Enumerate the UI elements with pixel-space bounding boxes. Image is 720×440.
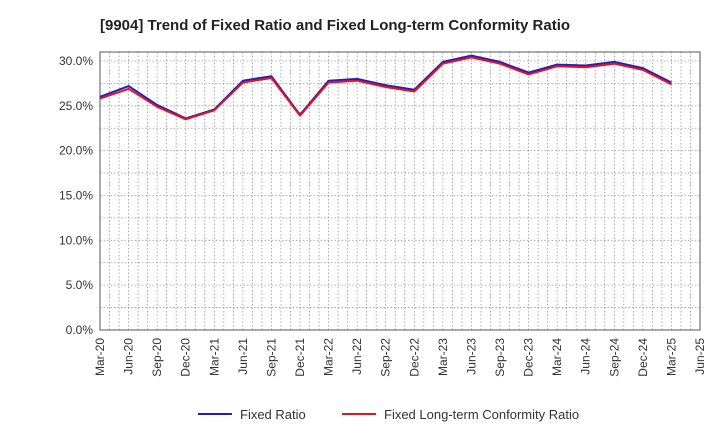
y-tick-label: 25.0% bbox=[59, 99, 93, 113]
y-tick-label: 10.0% bbox=[59, 233, 93, 247]
x-tick-label: Jun-24 bbox=[579, 338, 593, 375]
x-tick-label: Dec-20 bbox=[179, 338, 193, 377]
y-tick-label: 0.0% bbox=[66, 323, 94, 337]
chart-title: [9904] Trend of Fixed Ratio and Fixed Lo… bbox=[100, 17, 570, 34]
x-tick-label: Dec-22 bbox=[407, 338, 421, 377]
x-tick-label: Mar-21 bbox=[207, 338, 221, 376]
plot-border bbox=[99, 51, 701, 331]
x-tick-label: Sep-21 bbox=[264, 338, 278, 377]
x-tick-label: Jun-23 bbox=[464, 338, 478, 375]
x-tick-label: Sep-22 bbox=[379, 338, 393, 377]
legend-label-1: Fixed Ratio bbox=[240, 407, 306, 422]
x-tick-label: Dec-24 bbox=[636, 338, 650, 377]
plot-background bbox=[100, 52, 700, 330]
x-tick-label: Sep-20 bbox=[150, 338, 164, 377]
x-tick-label: Mar-22 bbox=[322, 338, 336, 376]
y-tick-label: 20.0% bbox=[59, 144, 93, 158]
legend: Fixed Ratio Fixed Long-term Conformity Ra… bbox=[198, 407, 579, 422]
x-tick-label: Mar-23 bbox=[436, 338, 450, 376]
y-tick-label: 30.0% bbox=[59, 54, 93, 68]
x-tick-label: Mar-24 bbox=[550, 338, 564, 376]
x-tick-label: Sep-24 bbox=[607, 338, 621, 377]
x-tick-label: Jun-21 bbox=[236, 338, 250, 375]
y-tick-label: 15.0% bbox=[59, 188, 93, 202]
x-tick-label: Jun-25 bbox=[693, 338, 707, 375]
x-tick-label: Mar-25 bbox=[664, 338, 678, 376]
x-tick-label: Mar-20 bbox=[93, 338, 107, 376]
plot-area: 0.0% 5.0% 10.0% 15.0% 20.0% 25.0% 30.0% Mar-20 J… bbox=[59, 51, 707, 377]
y-tick-label: 5.0% bbox=[66, 278, 94, 292]
series-line-2 bbox=[99, 56, 672, 121]
x-tick-label: Jun-20 bbox=[122, 338, 136, 375]
legend-label-2: Fixed Long-term Conformity Ratio bbox=[384, 407, 579, 422]
x-tick-label: Dec-21 bbox=[293, 338, 307, 377]
x-tick-label: Jun-22 bbox=[350, 338, 364, 375]
x-tick-label: Sep-23 bbox=[493, 338, 507, 377]
x-tick-label: Dec-23 bbox=[522, 338, 536, 377]
